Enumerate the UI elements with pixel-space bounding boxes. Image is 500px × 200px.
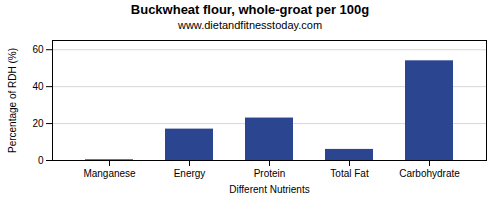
svg-text:Manganese: Manganese bbox=[83, 168, 136, 179]
html-text:Buckwheat flour, whole-groat p: Buckwheat flour, whole-groat per 100g bbox=[130, 2, 370, 17]
svg-text:0: 0 bbox=[38, 155, 44, 166]
svg-text:Carbohydrate: Carbohydrate bbox=[399, 168, 460, 179]
svg-text:20: 20 bbox=[32, 118, 44, 129]
svg-text:Protein: Protein bbox=[254, 168, 286, 179]
svg-text:Energy: Energy bbox=[174, 168, 206, 179]
svg-text:40: 40 bbox=[32, 81, 44, 92]
svg-text:Percentage of RDH (%): Percentage of RDH (%) bbox=[7, 48, 18, 153]
svg-text:Total Fat: Total Fat bbox=[330, 168, 369, 179]
svg-text:60: 60 bbox=[32, 44, 44, 55]
html-text:www.dietandfitnesstoday.com: www.dietandfitnesstoday.com bbox=[178, 19, 322, 31]
svg-text:Different Nutrients: Different Nutrients bbox=[229, 184, 309, 195]
